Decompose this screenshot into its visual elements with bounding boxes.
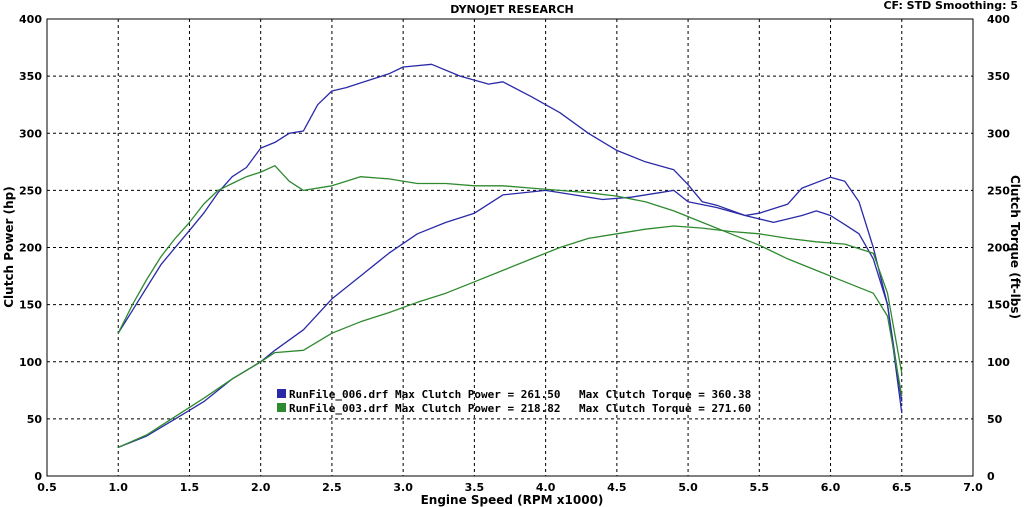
y-tick-label-left: 50 — [27, 413, 43, 426]
y-tick-label-left: 0 — [34, 470, 42, 483]
y-tick-label-right: 350 — [987, 70, 1010, 83]
y-tick-label-left: 100 — [19, 356, 42, 369]
legend-text2-run003: Max Clutch Torque = 271.60 — [579, 402, 751, 415]
y-tick-label-right: 200 — [987, 242, 1010, 255]
legend-swatch-run003 — [277, 403, 286, 412]
y-tick-label-left: 400 — [19, 13, 42, 26]
runfile-006-drf-torque-line — [117, 63, 903, 414]
x-tick-label: 5.5 — [750, 481, 770, 494]
y-tick-label-right: 300 — [987, 127, 1010, 140]
tick-labels: 0.5 1.0 1.5 2.0 2.5 3.0 3.5 4.0 4.5 5.0 5.5 6.0 6.5 7… — [19, 13, 1010, 494]
x-tick-label: 3.0 — [393, 481, 413, 494]
y-tick-label-right: 100 — [987, 356, 1010, 369]
grid — [47, 19, 973, 476]
y-tick-label-left: 200 — [19, 242, 42, 255]
y-tick-label-right: 150 — [987, 299, 1010, 312]
x-tick-label: 7.0 — [963, 481, 983, 494]
y-tick-label-right: 50 — [987, 413, 1003, 426]
legend-swatch-run006 — [277, 389, 286, 398]
x-tick-label: 5.0 — [678, 481, 698, 494]
x-axis-title: Engine Speed (RPM x1000) — [421, 493, 604, 507]
x-tick-label: 4.0 — [536, 481, 556, 494]
runfile-003-drf-torque-line — [117, 165, 903, 397]
x-tick-label: 1.0 — [108, 481, 128, 494]
plot-frame — [46, 18, 974, 477]
y-tick-label-right: 250 — [987, 184, 1010, 197]
legend-text-run006: RunFile_006.drf Max Clutch Power = 261.5… — [289, 388, 561, 401]
runfile-003-drf-power-line — [117, 225, 903, 448]
x-tick-label: 6.0 — [821, 481, 841, 494]
y-tick-label-left: 300 — [19, 127, 42, 140]
legend-text2-run006: Max Clutch Torque = 360.38 — [579, 388, 751, 401]
x-tick-label: 3.5 — [465, 481, 485, 494]
y-tick-label-left: 250 — [19, 184, 42, 197]
x-tick-label: 1.5 — [180, 481, 200, 494]
y-tick-label-left: 150 — [19, 299, 42, 312]
x-tick-label: 2.5 — [322, 481, 342, 494]
y-tick-label-left: 350 — [19, 70, 42, 83]
y-axis-left-title: Clutch Power (hp) — [2, 186, 16, 308]
y-tick-label-right: 0 — [987, 470, 995, 483]
chart-settings: CF: STD Smoothing: 5 — [883, 0, 1018, 12]
x-tick-label: 0.5 — [37, 481, 57, 494]
x-tick-label: 6.5 — [892, 481, 912, 494]
series-lines — [117, 63, 903, 449]
x-tick-label: 4.5 — [607, 481, 627, 494]
y-axis-right-title: Clutch Torque (ft-lbs) — [1008, 175, 1022, 319]
chart-title: DYNOJET RESEARCH — [450, 3, 573, 16]
legend: RunFile_006.drf Max Clutch Power = 261.5… — [277, 388, 751, 415]
legend-text-run003: RunFile_003.drf Max Clutch Power = 218.8… — [289, 402, 561, 415]
x-tick-label: 2.0 — [251, 481, 271, 494]
y-tick-label-right: 400 — [987, 13, 1010, 26]
